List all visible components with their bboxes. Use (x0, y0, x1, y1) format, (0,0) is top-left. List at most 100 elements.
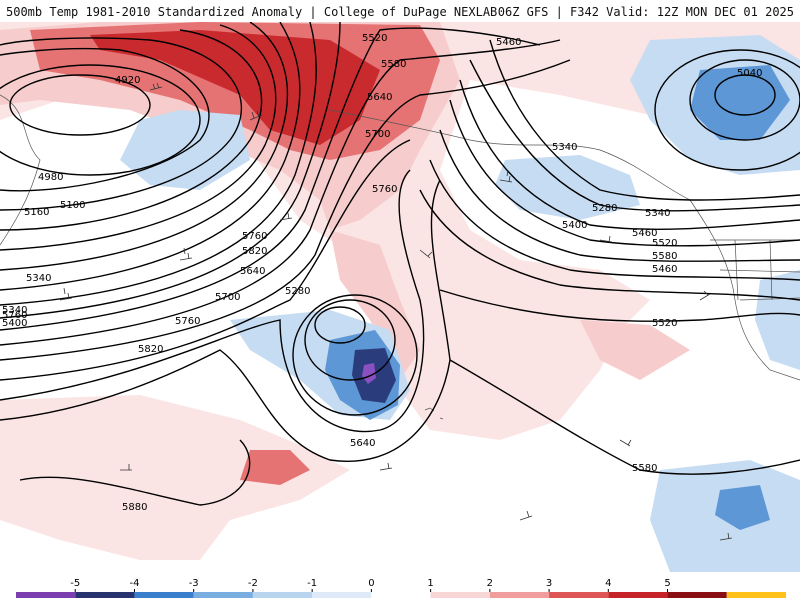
contour-5220 (0, 24, 277, 251)
anomaly-weak-positive (330, 230, 420, 380)
contour-label: 5640 (240, 266, 265, 277)
colorbar-swatch (667, 592, 727, 598)
contour-low-inner (314, 306, 366, 344)
colorbar-ticks: -5 -4 -3 -2 -1 0 1 2 3 4 5 (70, 578, 671, 592)
contour-label: 5880 (122, 502, 147, 513)
contour-label: 5100 (60, 200, 85, 211)
contour-5880 (19, 439, 251, 506)
boundary-states (710, 239, 800, 301)
contour-5760 (0, 169, 425, 433)
colorbar-swatch (608, 592, 668, 598)
contour-east-5760 (439, 289, 800, 322)
contour-east-5640 (419, 189, 800, 301)
contour-label: 5160 (24, 207, 49, 218)
colorbar-tick-label: 3 (546, 578, 552, 589)
contour-5520 (0, 27, 541, 331)
contour-east-5520 (439, 129, 800, 262)
contour-label: 5580 (652, 251, 677, 262)
map-header: 500mb Temp 1981-2010 Standardized Anomal… (0, 0, 800, 22)
contour-label: 5280 (285, 286, 310, 297)
colorbar-tick-label: 2 (487, 578, 493, 589)
contour-label: 4980 (38, 172, 63, 183)
colorbar-tick-label: 1 (427, 578, 433, 589)
contour-label: 5520 (652, 238, 677, 249)
contour-label: 5580 (381, 59, 406, 70)
colorbar-swatch (371, 592, 431, 598)
contour-label: 5460 (652, 264, 677, 275)
contour-label: 5820 (138, 344, 163, 355)
anomaly-extreme-negative (362, 363, 376, 384)
contour-5040 (0, 47, 210, 192)
contour-label: 5700 (365, 129, 390, 140)
coastline-alaska (329, 109, 691, 201)
contour-east-5400 (459, 79, 800, 230)
anomaly-moderate-positive (240, 450, 310, 485)
contour-5280 (0, 22, 288, 271)
contour-labels: 4920 4980 5100 5160 5340 5280 5340 5400 … (2, 33, 762, 513)
contour-5160 (0, 29, 263, 231)
anomaly-map: 4920 4980 5100 5160 5340 5280 5340 5400 … (0, 22, 800, 572)
colorbar-tick-label: 0 (368, 578, 374, 589)
colorbar-swatch (549, 592, 609, 598)
colorbar-tick-label: -4 (129, 578, 139, 589)
coastline-east-asia (0, 94, 41, 246)
colorbar-tick-label: -3 (189, 578, 199, 589)
contour-label: 5700 (215, 292, 240, 303)
contour-label: 5520 (362, 33, 387, 44)
colorbar-swatch (75, 592, 135, 598)
contour-label: 5760 (175, 316, 200, 327)
contour-label: 5580 (632, 463, 657, 474)
contour-5100 (0, 37, 242, 211)
contour-label: 5400 (562, 220, 587, 231)
colorbar-swatch (134, 592, 194, 598)
contour-label: 5820 (242, 246, 267, 257)
contour-label: 5760 (242, 231, 267, 242)
contour-5700 (0, 139, 411, 381)
anomaly-faint-positive (0, 395, 350, 560)
contour-east-low-2 (689, 59, 800, 141)
contour-label: 5340 (552, 142, 577, 153)
contour-east-low-3 (654, 49, 800, 171)
contour-label: 5640 (350, 438, 375, 449)
contour-east-5580 (429, 159, 800, 281)
colorbar-tick-label: 4 (605, 578, 611, 589)
anomaly-weak-negative (120, 110, 250, 190)
contour-5460 (0, 22, 341, 319)
contour-5400 (0, 22, 317, 306)
contour-5340 (0, 22, 301, 291)
contour-label: 5760 (2, 310, 27, 321)
contour-east-5340 (489, 39, 800, 201)
contour-label: 5400 (2, 318, 27, 329)
anomaly-weak-negative (755, 270, 800, 370)
colorbar-tick-label: -5 (70, 578, 80, 589)
contour-label: 5040 (737, 68, 762, 79)
colorbar-swatch (726, 592, 786, 598)
colorbar-tick-label: 5 (664, 578, 670, 589)
contour-low-3 (292, 294, 418, 416)
model-run-title: 06Z GFS | F342 Valid: 12Z MON DEC 01 202… (497, 5, 794, 19)
contour-label: 5760 (372, 184, 397, 195)
colorbar: -5 -4 -3 -2 -1 0 1 2 3 4 5 (16, 578, 786, 598)
colorbar-swatch (16, 592, 76, 598)
contour-label: 5520 (652, 318, 677, 329)
colorbar-tick-label: -1 (307, 578, 317, 589)
contour-4920 (9, 74, 151, 136)
contour-label: 5340 (26, 273, 51, 284)
anomaly-weak-positive (580, 320, 690, 380)
colorbar-swatch (252, 592, 313, 598)
contour-label: 5460 (496, 37, 521, 48)
contour-label: 5280 (592, 203, 617, 214)
contour-label: 4920 (115, 75, 140, 86)
wind-barbs (59, 82, 733, 541)
contour-label: 5640 (367, 92, 392, 103)
contour-east-low-1 (714, 74, 776, 116)
contour-label: 5340 (2, 305, 27, 316)
contour-label: 5460 (632, 228, 657, 239)
colorbar-swatches (16, 592, 786, 598)
contour-east-5460 (449, 99, 800, 247)
contour-5580 (0, 39, 561, 346)
colorbar-swatch (312, 592, 372, 598)
contour-east-5280 (469, 59, 800, 212)
anomaly-moderate-negative (715, 485, 770, 530)
colorbar-swatch (489, 592, 550, 598)
